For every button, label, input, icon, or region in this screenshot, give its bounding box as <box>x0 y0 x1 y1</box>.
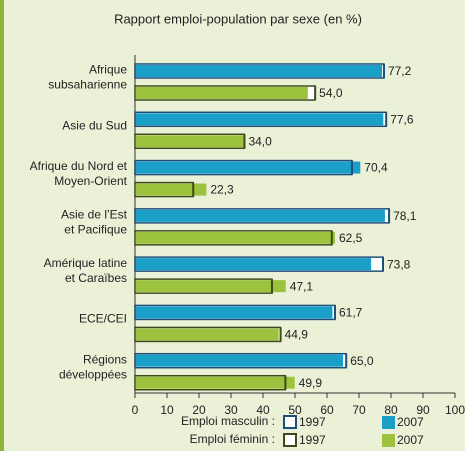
x-tick-label: 10 <box>160 403 174 417</box>
legend-swatch <box>283 415 297 429</box>
bar-2007 <box>135 135 244 148</box>
x-tick-label: 90 <box>416 403 430 417</box>
category-label: Moyen-Orient <box>54 174 127 188</box>
bar-2007 <box>135 231 335 244</box>
category-label: Afrique <box>89 63 127 77</box>
bar-2007 <box>135 87 308 99</box>
legend-group: Emploi féminin : <box>190 432 275 446</box>
bar-2007 <box>135 209 385 222</box>
legend-swatch <box>283 433 297 447</box>
category-label: et Caraïbes <box>65 271 127 285</box>
category-label: développées <box>59 367 127 381</box>
chart-title: Rapport emploi-population par sexe (en %… <box>114 11 362 26</box>
category-label: subsaharienne <box>48 78 127 92</box>
category-label: et Pacifique <box>64 223 127 237</box>
value-label: 47,1 <box>290 279 314 293</box>
side-stripe <box>0 0 4 451</box>
bar-2007 <box>135 354 343 367</box>
x-tick-label: 70 <box>352 403 366 417</box>
legend-label: 1997 <box>299 415 326 429</box>
legend-label: 2007 <box>397 433 424 447</box>
value-label: 73,8 <box>387 257 411 271</box>
bar-2007 <box>135 65 383 77</box>
legend-swatch <box>382 416 395 429</box>
bar-2007 <box>135 258 372 271</box>
x-tick-label: 50 <box>288 403 302 417</box>
bar-2007 <box>135 183 207 196</box>
x-tick-label: 0 <box>132 403 139 417</box>
bar-2007 <box>135 376 295 389</box>
value-label: 70,4 <box>364 161 388 175</box>
value-label: 61,7 <box>339 306 363 320</box>
x-tick-label: 100 <box>445 403 465 417</box>
category-label: Afrique du Nord et <box>30 159 128 173</box>
legend-swatch <box>382 434 395 447</box>
x-tick-label: 30 <box>224 403 238 417</box>
value-label: 77,2 <box>388 64 412 78</box>
value-label: 78,1 <box>393 209 417 223</box>
value-label: 62,5 <box>339 231 363 245</box>
legend-group: Emploi masculin : <box>181 414 275 428</box>
bar-2007 <box>135 306 333 319</box>
value-label: 49,9 <box>299 376 323 390</box>
value-label: 34,0 <box>248 134 272 148</box>
value-label: 44,9 <box>285 328 309 342</box>
bar-2007 <box>135 161 361 174</box>
bar-2007 <box>135 280 286 293</box>
x-tick-label: 80 <box>384 403 398 417</box>
category-label: Amérique latine <box>44 256 128 270</box>
x-tick-label: 40 <box>256 403 270 417</box>
value-label: 65,0 <box>350 354 374 368</box>
x-tick-label: 20 <box>192 403 206 417</box>
x-tick-label: 60 <box>320 403 334 417</box>
category-label: Régions <box>83 352 127 366</box>
category-label: ECE/CEI <box>79 312 127 326</box>
value-label: 77,6 <box>390 112 414 126</box>
legend-label: 2007 <box>397 415 424 429</box>
bar-2007 <box>135 113 384 126</box>
value-label: 22,3 <box>210 183 234 197</box>
legend-label: 1997 <box>299 433 326 447</box>
category-label: Asie de l’Est <box>61 208 128 222</box>
bar-2007 <box>135 328 279 341</box>
category-label: Asie du Sud <box>62 118 127 132</box>
value-label: 54,0 <box>319 86 343 100</box>
